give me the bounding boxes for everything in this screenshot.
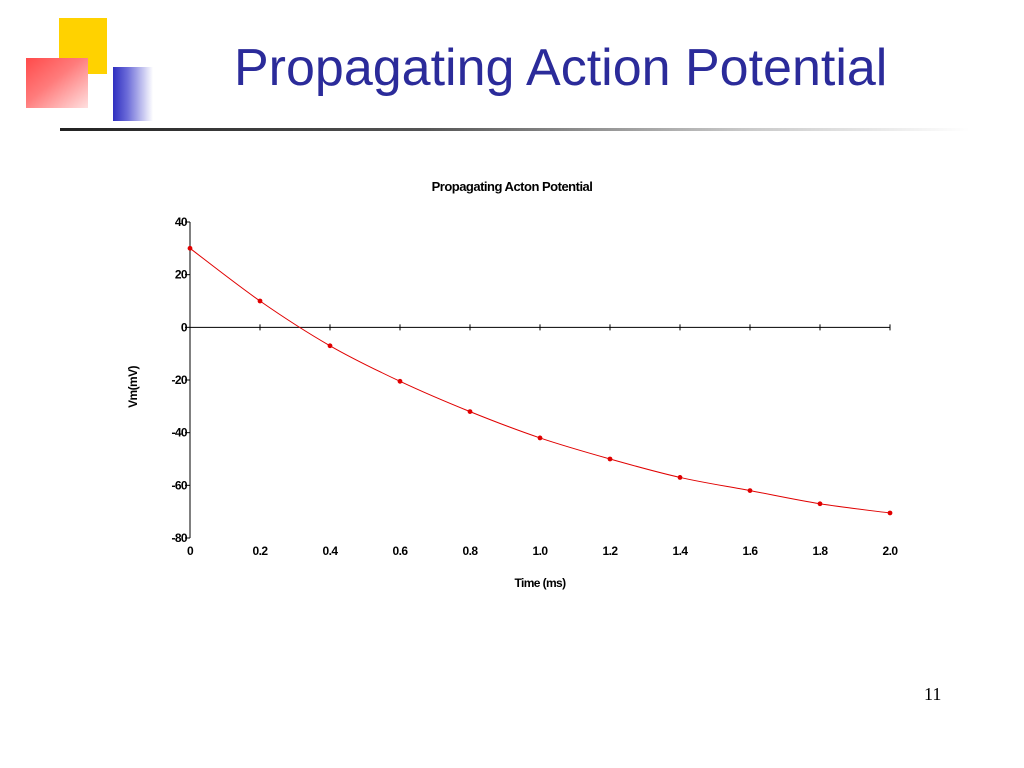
- title-divider: [60, 128, 970, 131]
- axes: [189, 222, 890, 538]
- data-point: [467, 409, 473, 414]
- y-tick-label: -60: [171, 478, 187, 492]
- data-point: [187, 245, 193, 251]
- x-tick-label: 1.0: [533, 544, 549, 558]
- series-layer: [187, 245, 893, 516]
- y-tick-label: -80: [171, 531, 187, 545]
- x-tick-label: 1.2: [603, 544, 619, 558]
- decor-blue-square: [113, 67, 153, 121]
- x-tick-label: 0.2: [253, 544, 269, 558]
- data-point: [327, 343, 333, 349]
- page-number: 11: [924, 684, 942, 704]
- y-tick-label: -20: [171, 373, 187, 387]
- data-point: [607, 456, 613, 462]
- x-tick-label: 0: [187, 544, 194, 558]
- data-point: [257, 298, 263, 304]
- y-tick-label: 0: [181, 320, 188, 334]
- x-tick-label: 0.8: [463, 544, 479, 558]
- data-point: [537, 435, 543, 441]
- y-tick-label: -40: [171, 426, 187, 440]
- y-tick-label: 20: [175, 268, 188, 282]
- chart-title: Propagating Acton Potential: [432, 179, 593, 194]
- data-point: [887, 510, 893, 516]
- y-axis-label: Vm(mV): [126, 366, 140, 408]
- data-point: [747, 488, 753, 493]
- decor-red-square: [26, 58, 88, 108]
- x-tick-label: 0.6: [393, 544, 409, 558]
- x-tick-label: 1.4: [673, 544, 689, 558]
- data-point: [677, 475, 683, 480]
- x-tick-label: 0.4: [323, 544, 339, 558]
- x-tick-label: 1.6: [743, 544, 759, 558]
- x-axis-label: Time (ms): [514, 576, 566, 590]
- data-point: [397, 378, 403, 384]
- series-line: [189, 247, 891, 514]
- y-tick-label: 40: [175, 215, 188, 229]
- x-tick-label: 2.0: [883, 544, 899, 558]
- data-point: [817, 501, 823, 507]
- slide-title: Propagating Action Potential: [234, 39, 888, 97]
- x-tick-label: 1.8: [813, 544, 829, 558]
